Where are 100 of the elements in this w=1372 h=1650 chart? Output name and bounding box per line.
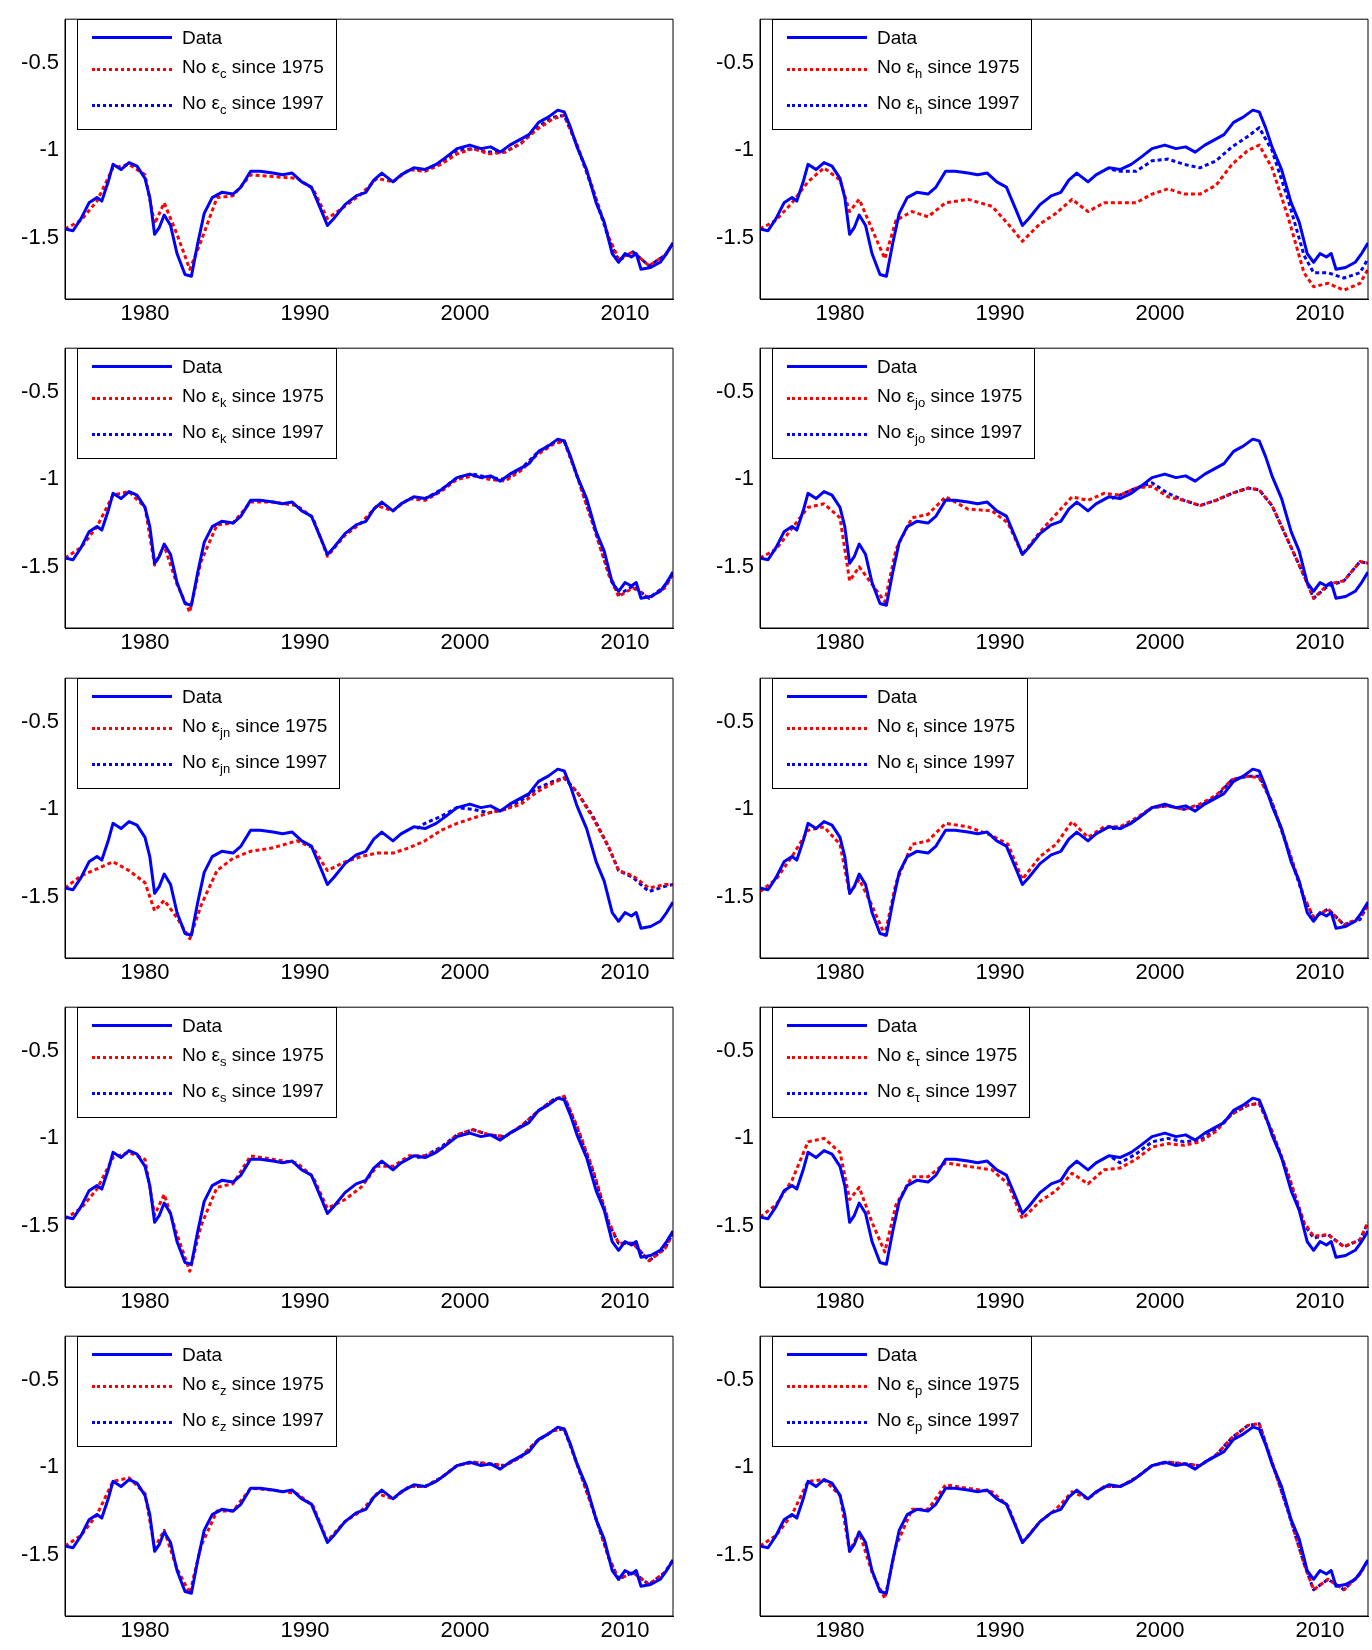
x-tick-label: 1980 (815, 1617, 865, 1643)
x-tick-label: 1990 (280, 1288, 330, 1314)
x-tick-label: 2000 (440, 300, 490, 326)
x-tick-label: 2000 (1135, 629, 1185, 655)
legend-label: Data (182, 1014, 223, 1038)
legend-label: No ε$_{z}$ since 1975 (182, 1372, 324, 1400)
legend-label: No ε$_{p}$ since 1975 (877, 1372, 1020, 1400)
x-tick-label: 2010 (1295, 1617, 1345, 1643)
x-tick-label: 2000 (440, 1288, 490, 1314)
x-tick-label: 2000 (440, 959, 490, 985)
y-tick-label: -1.5 (21, 223, 59, 249)
y-tick-label: -1 (734, 795, 754, 821)
x-tick-label: 1980 (815, 300, 865, 326)
y-tick-label: -1.5 (21, 552, 59, 578)
line-series (760, 484, 1368, 604)
x-tick-label: 2000 (1135, 300, 1185, 326)
y-tick-label: -0.5 (716, 1365, 754, 1391)
y-tick-label: -1 (734, 136, 754, 162)
legend-label: No ε$_{k}$ since 1997 (182, 419, 324, 448)
legend-label: No ε$_{jn}$ since 1997 (182, 749, 328, 778)
x-tick-label: 2000 (440, 629, 490, 655)
x-tick-label: 2000 (1135, 1288, 1185, 1314)
legend-label: Data (182, 355, 223, 379)
legend-label: No ε$_{s}$ since 1975 (182, 1043, 324, 1071)
x-tick-label: 2000 (440, 1617, 490, 1643)
y-tick-label: -1 (734, 1124, 754, 1150)
x-tick-label: 1990 (975, 1617, 1025, 1643)
y-tick-label: -1.5 (21, 1540, 59, 1566)
x-tick-label: 2010 (600, 629, 650, 655)
x-tick-label: 1990 (280, 1617, 330, 1643)
y-tick-label: -1.5 (716, 552, 754, 578)
x-tick-label: 1990 (975, 629, 1025, 655)
legend-label: No ε$_{h}$ since 1975 (877, 55, 1020, 83)
legend-label: No ε$_{s}$ since 1997 (182, 1078, 324, 1107)
legend-label: Data (877, 1343, 918, 1367)
x-tick-label: 1980 (815, 1288, 865, 1314)
y-tick-label: -1.5 (716, 1211, 754, 1237)
x-tick-label: 1980 (815, 959, 865, 985)
y-tick-label: -1.5 (716, 1540, 754, 1566)
x-tick-label: 1990 (280, 629, 330, 655)
legend-label: No ε$_{jo}$ since 1997 (877, 419, 1023, 448)
x-tick-label: 2000 (1135, 1617, 1185, 1643)
x-tick-label: 1990 (280, 959, 330, 985)
y-tick-label: -0.5 (21, 707, 59, 733)
y-tick-label: -0.5 (716, 377, 754, 403)
x-tick-label: 1990 (975, 300, 1025, 326)
x-tick-label: 1990 (280, 300, 330, 326)
y-tick-label: -1 (734, 465, 754, 491)
y-tick-label: -1 (39, 1453, 59, 1479)
legend-label: No ε$_{k}$ since 1975 (182, 384, 324, 412)
x-tick-label: 2010 (600, 300, 650, 326)
x-tick-label: 2010 (1295, 300, 1345, 326)
legend-label: Data (877, 26, 918, 50)
x-tick-label: 2010 (1295, 629, 1345, 655)
y-tick-label: -0.5 (716, 1036, 754, 1062)
y-tick-label: -0.5 (21, 1036, 59, 1062)
x-tick-label: 1980 (120, 959, 170, 985)
y-tick-label: -1 (734, 1453, 754, 1479)
legend-label: No ε$_{c}$ since 1997 (182, 90, 324, 119)
x-tick-label: 1980 (120, 1288, 170, 1314)
legend-label: No ε$_{z}$ since 1997 (182, 1407, 324, 1436)
x-tick-label: 1990 (975, 959, 1025, 985)
legend-label: Data (182, 1343, 223, 1367)
y-tick-label: -1.5 (21, 1211, 59, 1237)
y-tick-label: -1 (39, 795, 59, 821)
y-tick-label: -0.5 (21, 377, 59, 403)
x-tick-label: 1980 (120, 1617, 170, 1643)
x-tick-label: 2010 (600, 959, 650, 985)
legend-label: Data (182, 26, 223, 50)
y-tick-label: -1.5 (716, 223, 754, 249)
legend-label: No ε$_{l}$ since 1975 (877, 714, 1016, 742)
x-tick-label: 2010 (600, 1288, 650, 1314)
x-tick-label: 2000 (1135, 959, 1185, 985)
y-tick-label: -0.5 (21, 1365, 59, 1391)
x-tick-label: 1990 (975, 1288, 1025, 1314)
y-tick-label: -0.5 (21, 48, 59, 74)
y-tick-label: -1.5 (716, 882, 754, 908)
legend-label: Data (877, 355, 918, 379)
y-tick-label: -0.5 (716, 707, 754, 733)
y-tick-label: -0.5 (716, 48, 754, 74)
legend-label: Data (182, 685, 223, 709)
line-series (760, 143, 1368, 292)
legend-label: No ε$_{τ}$ since 1975 (877, 1043, 1018, 1071)
x-tick-label: 1980 (120, 300, 170, 326)
legend-label: No ε$_{c}$ since 1975 (182, 55, 324, 83)
x-tick-label: 2010 (600, 1617, 650, 1643)
legend-label: Data (877, 685, 918, 709)
y-tick-label: -1.5 (21, 882, 59, 908)
legend-label: No ε$_{τ}$ since 1997 (877, 1078, 1018, 1107)
legend-label: Data (877, 1014, 918, 1038)
legend-label: No ε$_{p}$ since 1997 (877, 1407, 1020, 1436)
y-tick-label: -1 (39, 136, 59, 162)
x-tick-label: 2010 (1295, 1288, 1345, 1314)
y-tick-label: -1 (39, 1124, 59, 1150)
y-tick-label: -1 (39, 465, 59, 491)
legend-label: No ε$_{jo}$ since 1975 (877, 384, 1023, 412)
legend-label: No ε$_{l}$ since 1997 (877, 749, 1016, 778)
legend-label: No ε$_{h}$ since 1997 (877, 90, 1020, 119)
x-tick-label: 2010 (1295, 959, 1345, 985)
x-tick-label: 1980 (120, 629, 170, 655)
